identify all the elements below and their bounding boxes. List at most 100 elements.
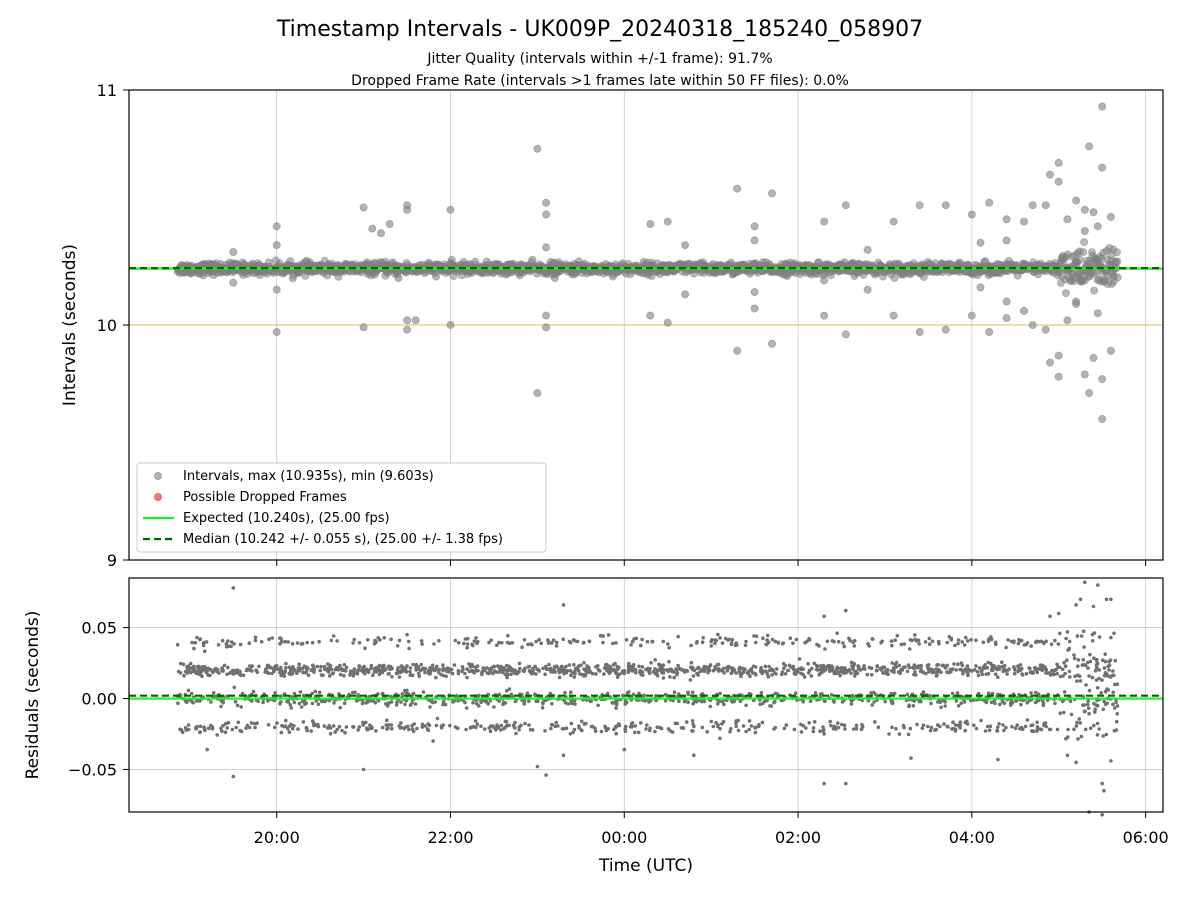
residual-point bbox=[1083, 727, 1088, 732]
interval-outlier-point bbox=[411, 316, 420, 325]
residual-point bbox=[301, 720, 306, 724]
residual-point bbox=[640, 637, 644, 642]
residual-point bbox=[356, 728, 360, 732]
residual-point bbox=[335, 639, 339, 643]
interval-outlier-point bbox=[1063, 215, 1072, 224]
residual-point bbox=[833, 727, 838, 731]
residual-point bbox=[959, 701, 963, 705]
residual-point bbox=[869, 666, 874, 671]
residual-point bbox=[784, 723, 789, 727]
residual-point bbox=[966, 667, 971, 672]
residual-point bbox=[847, 636, 851, 641]
residual-point bbox=[192, 646, 196, 651]
residual-point bbox=[1087, 711, 1091, 716]
residual-point bbox=[239, 705, 243, 709]
residual-point bbox=[842, 644, 847, 649]
residual-point bbox=[744, 639, 748, 644]
residual-point bbox=[1038, 727, 1043, 731]
residual-point bbox=[257, 664, 261, 669]
residual-point bbox=[966, 673, 970, 678]
residual-point bbox=[837, 666, 842, 671]
legend-dropped-marker bbox=[154, 493, 162, 501]
residual-point bbox=[589, 699, 594, 703]
residual-point bbox=[823, 647, 827, 651]
residual-point bbox=[729, 671, 734, 675]
residual-point bbox=[708, 704, 713, 709]
residual-point bbox=[1068, 699, 1073, 703]
residual-point bbox=[1107, 663, 1112, 667]
residual-point bbox=[907, 703, 911, 708]
residual-point bbox=[1103, 652, 1107, 656]
residual-point bbox=[419, 662, 424, 667]
residual-point bbox=[200, 674, 204, 679]
residual-point bbox=[1004, 645, 1008, 650]
residual-point bbox=[575, 665, 580, 670]
residual-point bbox=[555, 640, 559, 645]
intervals-y-tick-label: 9 bbox=[107, 551, 117, 570]
residual-point bbox=[198, 637, 203, 641]
interval-outlier-point bbox=[1041, 325, 1050, 334]
residual-point bbox=[1034, 690, 1038, 695]
residual-point bbox=[510, 667, 514, 672]
residual-point bbox=[908, 726, 913, 731]
residual-point bbox=[979, 718, 983, 723]
residual-point bbox=[1115, 712, 1119, 716]
residual-point bbox=[338, 705, 343, 710]
residual-point bbox=[844, 670, 848, 675]
residual-point bbox=[705, 730, 709, 734]
residual-point bbox=[331, 634, 336, 638]
residual-point bbox=[818, 729, 822, 733]
residual-outlier-point bbox=[1065, 630, 1070, 634]
residual-point bbox=[930, 639, 935, 644]
residual-point bbox=[230, 727, 235, 732]
residual-point bbox=[641, 673, 645, 677]
residual-point bbox=[1095, 733, 1100, 737]
residual-point bbox=[812, 720, 817, 724]
residual-point bbox=[327, 667, 332, 671]
residual-point bbox=[363, 671, 367, 676]
residual-point bbox=[678, 667, 683, 672]
residual-point bbox=[690, 719, 695, 723]
residual-point bbox=[926, 663, 931, 667]
residual-point bbox=[550, 702, 554, 706]
residual-point bbox=[577, 724, 581, 728]
residual-point bbox=[991, 663, 996, 668]
residual-point bbox=[624, 638, 629, 642]
residual-point bbox=[716, 632, 720, 637]
residual-point bbox=[720, 641, 725, 645]
interval-outlier-point bbox=[1089, 353, 1098, 362]
residual-point bbox=[467, 669, 472, 674]
residual-point bbox=[270, 636, 275, 640]
residual-point bbox=[659, 726, 664, 731]
residual-point bbox=[1055, 671, 1059, 676]
residual-point bbox=[281, 671, 285, 676]
residual-outlier-point bbox=[844, 781, 848, 786]
interval-outlier-point bbox=[841, 201, 850, 210]
residual-point bbox=[965, 639, 970, 643]
residual-point bbox=[708, 663, 713, 667]
residual-point bbox=[1067, 669, 1072, 674]
residual-point bbox=[400, 664, 405, 669]
residual-point bbox=[211, 670, 215, 675]
residual-point bbox=[541, 701, 545, 706]
residual-point bbox=[411, 662, 415, 667]
residual-point bbox=[775, 667, 779, 671]
residual-point bbox=[895, 634, 900, 638]
residual-point bbox=[1067, 639, 1072, 644]
residual-point bbox=[473, 719, 478, 723]
residual-point bbox=[701, 636, 705, 640]
residual-point bbox=[537, 668, 541, 672]
residual-point bbox=[437, 670, 441, 675]
residual-point bbox=[284, 718, 288, 723]
residual-point bbox=[464, 727, 468, 732]
residual-outlier-point bbox=[1109, 597, 1113, 602]
residual-point bbox=[1019, 639, 1023, 643]
residual-point bbox=[1108, 658, 1113, 662]
residual-point bbox=[278, 701, 282, 706]
residual-point bbox=[1101, 707, 1106, 712]
residual-point bbox=[738, 699, 743, 704]
residual-point bbox=[661, 639, 666, 644]
residual-point bbox=[452, 663, 457, 667]
